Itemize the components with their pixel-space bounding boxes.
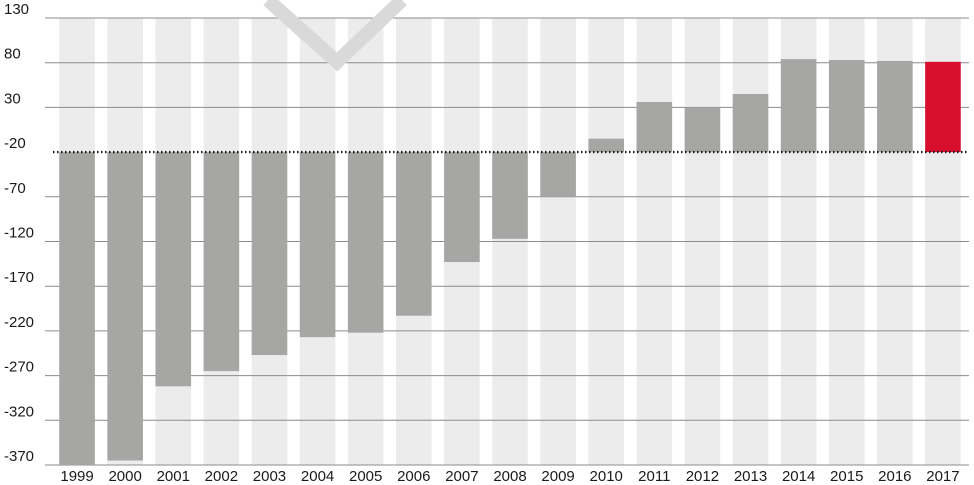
- x-tick-label: 2017: [926, 468, 959, 485]
- y-tick-label: -170: [4, 269, 34, 286]
- bar-2017: [925, 61, 961, 153]
- y-tick-label: -20: [4, 135, 26, 152]
- bar-2003: [251, 152, 288, 356]
- x-tick-label: 2002: [205, 468, 238, 485]
- y-tick-label: -120: [4, 225, 34, 242]
- bar-2016: [877, 60, 913, 153]
- bar-2006: [395, 152, 432, 316]
- y-tick-label: -220: [4, 314, 34, 331]
- y-tick-label: 80: [4, 46, 21, 63]
- watermark-chevron: [263, 0, 407, 72]
- x-tick-label: 2009: [541, 468, 574, 485]
- y-tick-label: -370: [4, 448, 34, 465]
- y-tick-label: -70: [4, 180, 26, 197]
- bar-2013: [732, 93, 769, 153]
- x-tick-label: 2005: [349, 468, 382, 485]
- bar-2007: [444, 152, 480, 263]
- bar-2015: [828, 60, 865, 153]
- y-tick-label: -270: [4, 359, 34, 376]
- x-tick-label: 2001: [157, 468, 190, 485]
- x-tick-label: 2000: [108, 468, 141, 485]
- bar-2009: [540, 152, 576, 197]
- bar-2001: [155, 152, 192, 387]
- x-tick-label: 2016: [878, 468, 911, 485]
- x-axis-labels: 1999 2000 2001 2002 2003 2004 2005 2006 2007 2008…: [60, 468, 959, 485]
- bar-2011: [636, 102, 673, 153]
- y-axis-labels: 130 80 30 -20 -70 -120 -170 -220 -270 -320 -370: [4, 1, 34, 465]
- bar-2005: [347, 152, 384, 333]
- x-tick-label: 2014: [782, 468, 815, 485]
- x-tick-label: 2004: [301, 468, 334, 485]
- x-tick-label: 1999: [60, 468, 93, 485]
- bar-2014: [780, 59, 817, 153]
- bar-2010: [588, 138, 625, 153]
- x-tick-label: 2007: [445, 468, 478, 485]
- bar-2008: [492, 152, 528, 239]
- x-tick-label: 2011: [638, 468, 670, 485]
- bar-2002: [203, 152, 240, 372]
- x-tick-label: 2010: [590, 468, 623, 485]
- bar-2004: [299, 152, 336, 338]
- bars: [59, 59, 961, 465]
- bar-1999: [59, 152, 95, 465]
- x-tick-label: 2003: [253, 468, 286, 485]
- x-tick-label: 2012: [686, 468, 719, 485]
- x-tick-label: 2015: [830, 468, 863, 485]
- x-tick-label: 2008: [493, 468, 526, 485]
- y-tick-label: 30: [4, 90, 21, 107]
- x-tick-label: 2006: [397, 468, 430, 485]
- bar-2012: [684, 107, 721, 153]
- y-tick-label: 130: [4, 1, 29, 18]
- bar-2000: [107, 152, 143, 461]
- x-tick-label: 2013: [734, 468, 767, 485]
- y-tick-label: -320: [4, 403, 34, 420]
